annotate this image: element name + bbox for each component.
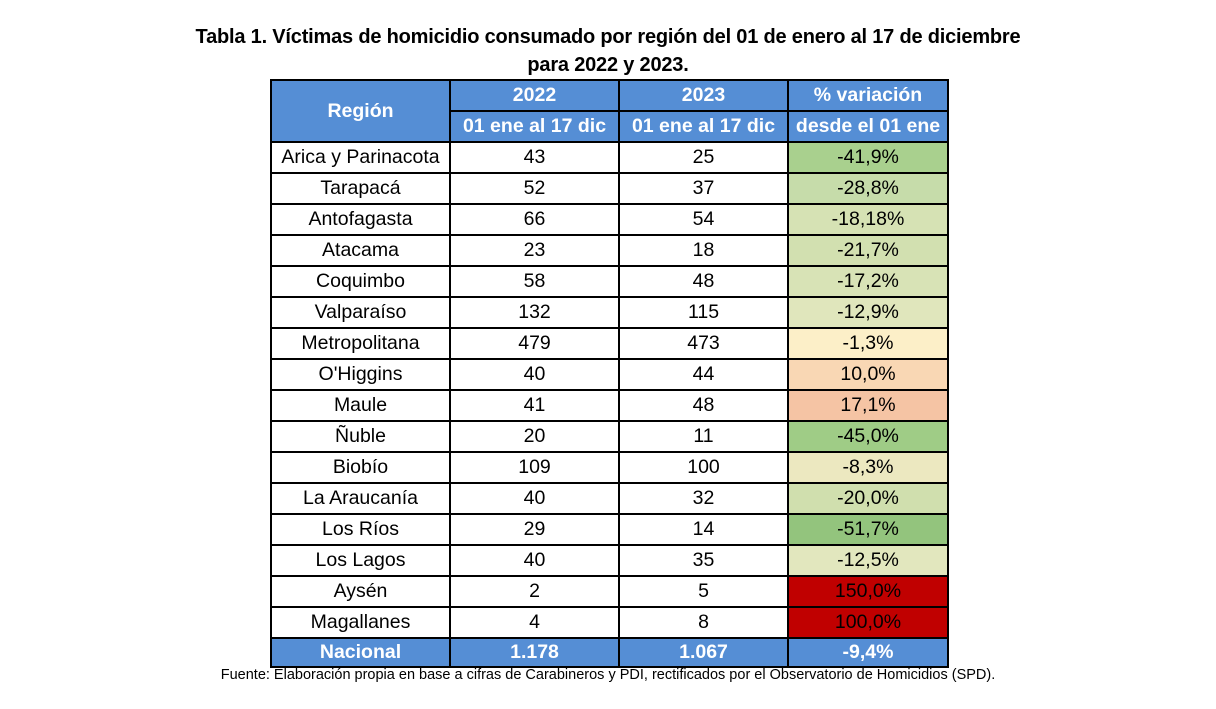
region-cell: Biobío — [270, 451, 451, 484]
table-row: Maule 41 48 17,1% — [270, 389, 949, 422]
value-2022-cell: 40 — [449, 482, 620, 515]
variation-cell: -45,0% — [787, 420, 949, 453]
value-2023-cell: 473 — [618, 327, 789, 360]
header-variation: % variación — [787, 79, 949, 112]
variation-cell: -17,2% — [787, 265, 949, 298]
region-cell: Maule — [270, 389, 451, 422]
source-note: Fuente: Elaboración propia en base a cif… — [220, 667, 996, 683]
region-cell: Magallanes — [270, 606, 451, 639]
table-title: Tabla 1. Víctimas de homicidio consumado… — [0, 23, 1216, 79]
value-2022-cell: 23 — [449, 234, 620, 267]
region-cell: Aysén — [270, 575, 451, 608]
variation-cell: -1,3% — [787, 327, 949, 360]
header-variation-sub: desde el 01 ene — [787, 110, 949, 143]
table-row: Arica y Parinacota 43 25 -41,9% — [270, 141, 949, 174]
value-2022-cell: 2 — [449, 575, 620, 608]
variation-cell: 10,0% — [787, 358, 949, 391]
region-cell: Metropolitana — [270, 327, 451, 360]
value-2022-cell: 40 — [449, 358, 620, 391]
value-2022-cell: 29 — [449, 513, 620, 546]
variation-cell: 17,1% — [787, 389, 949, 422]
table-row: Metropolitana 479 473 -1,3% — [270, 327, 949, 360]
value-2023-cell: 100 — [618, 451, 789, 484]
variation-cell: -18,18% — [787, 203, 949, 236]
value-2023-cell: 18 — [618, 234, 789, 267]
value-2023-cell: 8 — [618, 606, 789, 639]
value-2023-cell: 25 — [618, 141, 789, 174]
table-row: Los Ríos 29 14 -51,7% — [270, 513, 949, 546]
value-2023-cell: 5 — [618, 575, 789, 608]
variation-cell: -41,9% — [787, 141, 949, 174]
table-row: Magallanes 4 8 100,0% — [270, 606, 949, 639]
table-row: Aysén 2 5 150,0% — [270, 575, 949, 608]
value-2023-cell: 48 — [618, 389, 789, 422]
variation-cell: -12,5% — [787, 544, 949, 577]
region-cell: Tarapacá — [270, 172, 451, 205]
header-2023-period: 01 ene al 17 dic — [618, 110, 789, 143]
table-row: Antofagasta 66 54 -18,18% — [270, 203, 949, 236]
table-row: Biobío 109 100 -8,3% — [270, 451, 949, 484]
variation-cell: -28,8% — [787, 172, 949, 205]
value-2023-cell: 44 — [618, 358, 789, 391]
value-2022-cell: 479 — [449, 327, 620, 360]
table-row: Coquimbo 58 48 -17,2% — [270, 265, 949, 298]
total-region: Nacional — [270, 637, 451, 668]
value-2022-cell: 109 — [449, 451, 620, 484]
region-cell: Coquimbo — [270, 265, 451, 298]
region-cell: O'Higgins — [270, 358, 451, 391]
variation-cell: -20,0% — [787, 482, 949, 515]
total-2022: 1.178 — [449, 637, 620, 668]
header-2022-period: 01 ene al 17 dic — [449, 110, 620, 143]
header-region: Región — [270, 79, 451, 143]
region-cell: Arica y Parinacota — [270, 141, 451, 174]
value-2023-cell: 11 — [618, 420, 789, 453]
value-2022-cell: 40 — [449, 544, 620, 577]
variation-cell: 100,0% — [787, 606, 949, 639]
table-row: O'Higgins 40 44 10,0% — [270, 358, 949, 391]
table-row: Valparaíso 132 115 -12,9% — [270, 296, 949, 329]
value-2022-cell: 4 — [449, 606, 620, 639]
value-2022-cell: 58 — [449, 265, 620, 298]
value-2022-cell: 132 — [449, 296, 620, 329]
value-2022-cell: 66 — [449, 203, 620, 236]
value-2022-cell: 20 — [449, 420, 620, 453]
value-2023-cell: 115 — [618, 296, 789, 329]
table-row: Atacama 23 18 -21,7% — [270, 234, 949, 267]
table-row: Tarapacá 52 37 -28,8% — [270, 172, 949, 205]
title-line-2: para 2022 y 2023. — [527, 54, 689, 76]
variation-cell: -51,7% — [787, 513, 949, 546]
region-cell: Los Lagos — [270, 544, 451, 577]
region-cell: Atacama — [270, 234, 451, 267]
variation-cell: -8,3% — [787, 451, 949, 484]
total-row: Nacional 1.178 1.067 -9,4% — [270, 637, 949, 668]
region-cell: Valparaíso — [270, 296, 451, 329]
variation-cell: -12,9% — [787, 296, 949, 329]
variation-cell: -21,7% — [787, 234, 949, 267]
total-2023: 1.067 — [618, 637, 789, 668]
value-2022-cell: 43 — [449, 141, 620, 174]
region-cell: Ñuble — [270, 420, 451, 453]
table-row: Los Lagos 40 35 -12,5% — [270, 544, 949, 577]
table-row: La Araucanía 40 32 -20,0% — [270, 482, 949, 515]
value-2023-cell: 54 — [618, 203, 789, 236]
value-2023-cell: 35 — [618, 544, 789, 577]
region-cell: La Araucanía — [270, 482, 451, 515]
header-2022-year: 2022 — [449, 79, 620, 112]
region-cell: Los Ríos — [270, 513, 451, 546]
value-2023-cell: 32 — [618, 482, 789, 515]
total-variation: -9,4% — [787, 637, 949, 668]
header-2023-year: 2023 — [618, 79, 789, 112]
region-cell: Antofagasta — [270, 203, 451, 236]
value-2023-cell: 37 — [618, 172, 789, 205]
value-2023-cell: 48 — [618, 265, 789, 298]
value-2022-cell: 52 — [449, 172, 620, 205]
homicide-table: Región 2022 2023 % variación 01 ene al 1… — [270, 79, 949, 668]
variation-cell: 150,0% — [787, 575, 949, 608]
table-row: Ñuble 20 11 -45,0% — [270, 420, 949, 453]
value-2023-cell: 14 — [618, 513, 789, 546]
value-2022-cell: 41 — [449, 389, 620, 422]
title-line-1: Tabla 1. Víctimas de homicidio consumado… — [195, 26, 1021, 48]
